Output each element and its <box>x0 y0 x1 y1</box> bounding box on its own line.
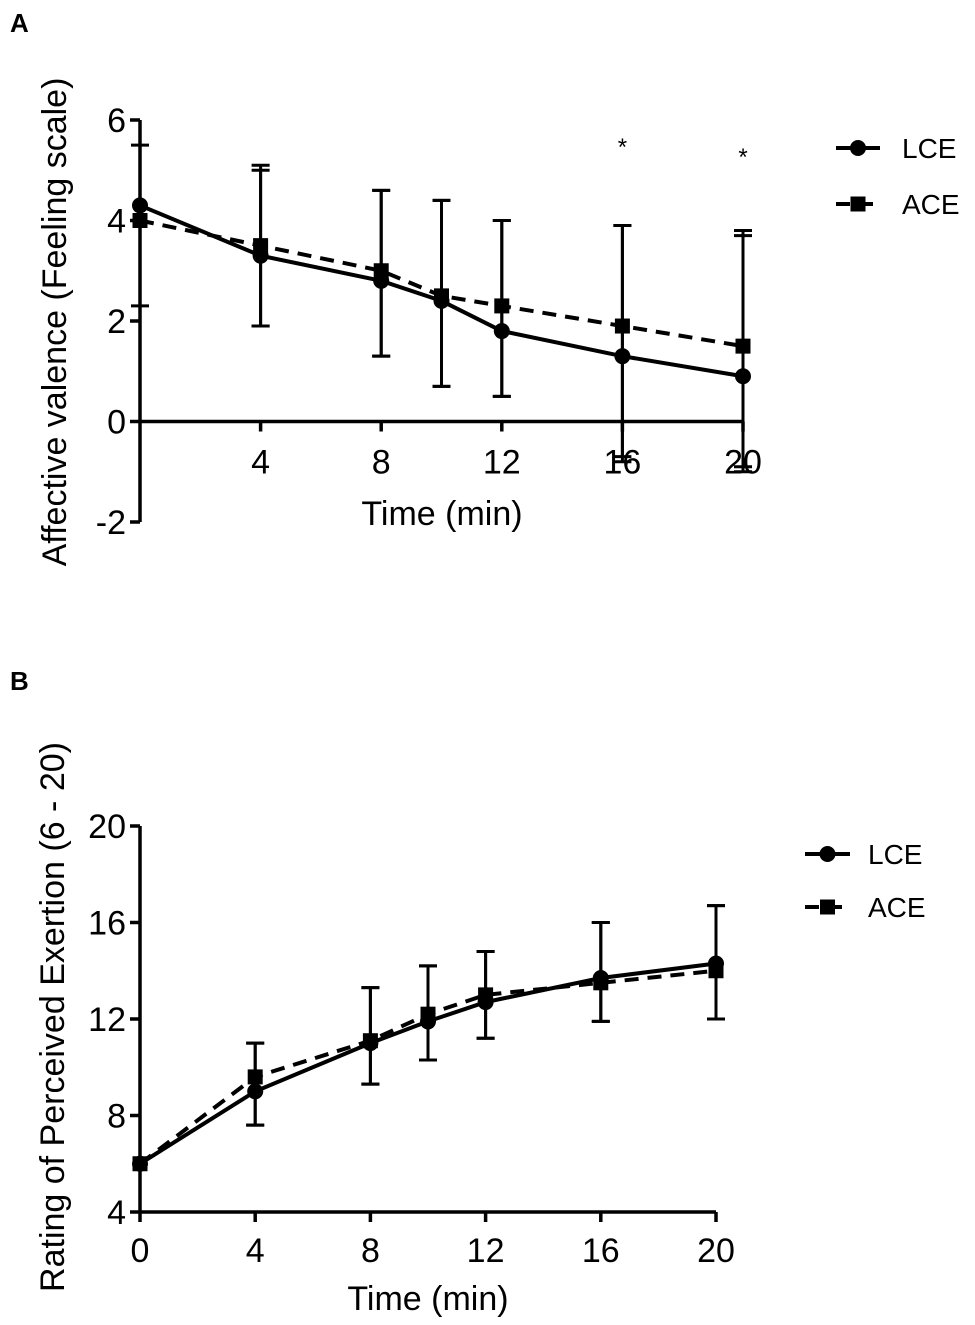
panel-a-y-tick-label: 2 <box>107 303 126 341</box>
panel-b-ace-point <box>247 1069 263 1085</box>
panel-a-significance-marker: * <box>618 134 627 161</box>
panel-b-x-tick-label: 4 <box>246 1232 265 1270</box>
panel-a-significance-marker: * <box>738 144 747 171</box>
panel-label-b: B <box>10 666 29 696</box>
panel-b-legend-lce-label: LCE <box>868 839 922 870</box>
panel-a-x-axis-title: Time (min) <box>361 495 522 533</box>
panel-b-x-tick-label: 12 <box>467 1232 505 1270</box>
panel-b-ace-point <box>478 987 494 1003</box>
panel-a-legend-lce-label: LCE <box>902 133 956 164</box>
panel-b-ace-point <box>420 1006 436 1022</box>
panel-b-y-tick-label: 16 <box>88 905 126 943</box>
panel-a-x-tick-label: 4 <box>251 444 270 482</box>
panel-b-y-axis-title: Rating of Perceived Exertion (6 - 20) <box>34 742 72 1292</box>
panel-b-lce-point <box>247 1083 264 1100</box>
panel-b-x-tick-label: 8 <box>361 1232 380 1270</box>
panel-b-x-tick-label: 16 <box>582 1232 620 1270</box>
panel-a-ace-point <box>494 298 510 314</box>
panel-a-ace-point <box>373 263 389 279</box>
panel-b-legend-lce-marker <box>819 846 836 862</box>
panel-a-y-tick-label: 4 <box>107 203 126 241</box>
panel-a-x-tick-label: 12 <box>483 444 521 482</box>
panel-b-y-tick-label: 20 <box>88 808 126 846</box>
panel-b-y-tick-label: 4 <box>107 1194 126 1232</box>
panel-b-y-tick-label: 8 <box>107 1098 126 1136</box>
panel-a-y-tick-label: 0 <box>107 404 126 442</box>
panel-a-ace-point <box>132 213 148 228</box>
panel-a-lce-point <box>614 348 631 365</box>
panel-b-y-tick-label: 12 <box>88 1001 126 1039</box>
panel-b-ace-point <box>593 975 609 991</box>
panel-a-legend-lce-marker <box>850 140 866 156</box>
panel-a-lce-point <box>735 368 751 385</box>
panel-b-legend-ace-label: ACE <box>868 892 926 923</box>
panel-b-legend-ace-marker <box>820 899 835 915</box>
panel-a-y-tick-label: 6 <box>107 102 126 140</box>
panel-a-lce-point <box>132 197 148 214</box>
panel-a-ace-error-bar <box>613 224 632 464</box>
panel-a-ace-error-bar <box>734 234 752 474</box>
panel-label-a: A <box>10 8 29 38</box>
panel-a-ace-point <box>614 318 630 334</box>
panel-b-ace-point <box>362 1033 378 1049</box>
panel-b-x-tick-label: 20 <box>697 1232 735 1270</box>
panel-b-ace-point <box>708 963 724 979</box>
panel-a-legend-ace-marker <box>850 196 866 212</box>
panel-a-ace-point <box>253 238 269 254</box>
panel-a-ace-point <box>434 288 449 304</box>
panel-a-x-tick-label: 8 <box>372 444 391 482</box>
panel-a-lce-point <box>493 323 510 340</box>
panel-a-y-axis-title: Affective valence (Feeling scale) <box>36 78 74 567</box>
panel-b-x-tick-label: 0 <box>131 1232 150 1270</box>
panel-a-y-tick-label: -2 <box>96 504 126 542</box>
panel-b-x-axis-title: Time (min) <box>347 1280 508 1318</box>
panel-a-ace-point <box>735 338 751 354</box>
panel-a-legend-ace-label: ACE <box>902 189 960 220</box>
panel-b-ace-point <box>132 1156 148 1172</box>
